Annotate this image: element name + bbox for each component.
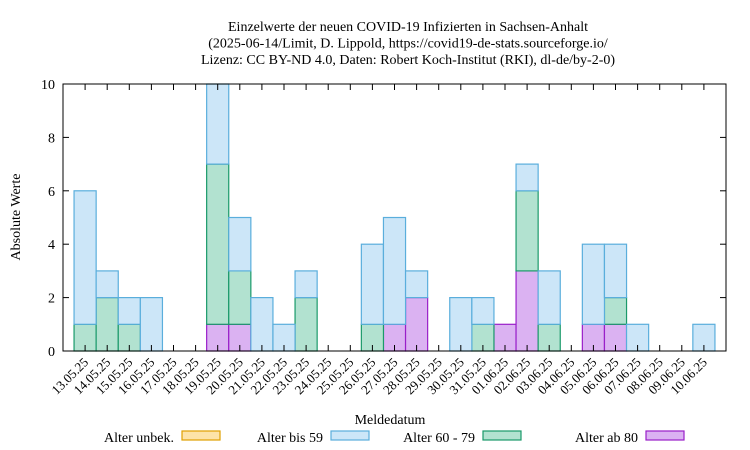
title-line: Einzelwerte der neuen COVID-19 Infiziert… xyxy=(228,20,588,35)
legend-swatch xyxy=(645,430,685,441)
y-axis-label: Absolute Werte xyxy=(9,174,24,261)
bar-segment xyxy=(404,270,429,299)
legend: Alter unbek. Alter bis 59 Alter 60 - 79 Alt… xyxy=(104,430,685,446)
bar-segment xyxy=(360,243,385,325)
legend-swatch xyxy=(181,430,221,441)
bars-layer xyxy=(73,83,716,352)
legend-swatch xyxy=(482,430,522,441)
bar-segment xyxy=(603,297,628,325)
y-tick-label: 6 xyxy=(48,185,55,200)
legend-swatch xyxy=(330,430,370,441)
bar-segment xyxy=(206,83,230,165)
bar-segment xyxy=(95,270,119,299)
legend-label: Alter 60 - 79 xyxy=(403,431,475,446)
bar-segment xyxy=(95,297,119,352)
bar-segment xyxy=(228,270,252,325)
y-tick-label: 2 xyxy=(48,292,55,307)
bar-segment xyxy=(139,297,164,352)
bar-segment xyxy=(206,163,230,325)
bar-segment xyxy=(603,243,628,299)
bar-segment xyxy=(471,297,495,325)
y-axis: 0 2 4 6 8 10 xyxy=(41,78,726,360)
legend-label: Alter unbek. xyxy=(104,431,174,446)
y-tick-label: 8 xyxy=(48,131,55,146)
bar-segment xyxy=(73,190,97,325)
y-tick-label: 10 xyxy=(41,78,55,93)
bar-segment xyxy=(581,243,606,325)
bar-segment xyxy=(382,216,407,325)
bar-segment xyxy=(250,297,274,352)
bar-segment xyxy=(449,297,473,352)
bar-segment xyxy=(294,270,318,299)
bar-segment xyxy=(294,297,318,352)
legend-label: Alter bis 59 xyxy=(257,431,323,446)
y-tick-label: 0 xyxy=(48,345,55,360)
bar-segment xyxy=(515,163,539,192)
legend-label: Alter ab 80 xyxy=(575,431,638,446)
bar-segment xyxy=(117,297,141,325)
x-axis-label: Meldedatum xyxy=(355,413,426,428)
bar-segment xyxy=(537,270,561,325)
bar-segment xyxy=(515,270,539,352)
bar-segment xyxy=(404,297,429,352)
title-line: (2025-06-14/Limit, D. Lippold, https://c… xyxy=(208,37,608,52)
bar-segment xyxy=(228,216,252,272)
bar-segment xyxy=(515,190,539,272)
chart-title: Einzelwerte der neuen COVID-19 Infiziert… xyxy=(201,20,615,68)
y-tick-label: 4 xyxy=(48,238,55,253)
title-line: Lizenz: CC BY-ND 4.0, Daten: Robert Koch… xyxy=(201,53,615,68)
